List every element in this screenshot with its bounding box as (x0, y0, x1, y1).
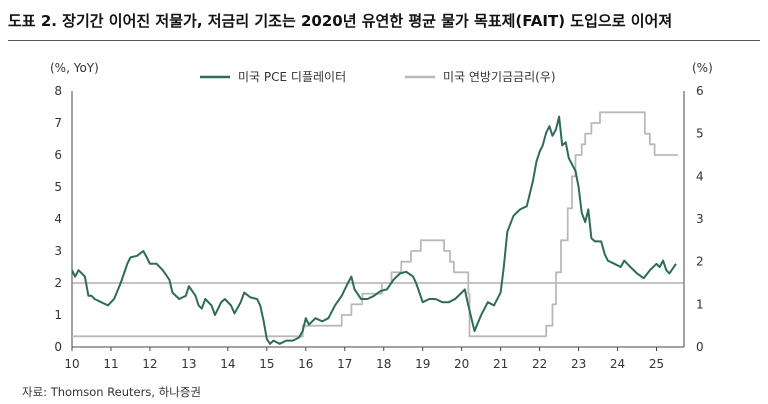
right-tick-label: 0 (696, 340, 704, 354)
legend-label-pce: 미국 PCE 디플레이터 (238, 70, 346, 84)
x-tick-label: 12 (142, 357, 157, 371)
left-tick-label: 5 (54, 180, 62, 194)
left-tick-label: 6 (54, 148, 62, 162)
x-tick-label: 15 (259, 357, 274, 371)
x-tick-label: 23 (571, 357, 586, 371)
pce-deflator-line (71, 115, 677, 345)
title-divider (8, 40, 760, 41)
right-tick-label: 6 (696, 84, 704, 98)
left-axis-unit: (%, YoY) (50, 61, 99, 75)
left-tick-label: 4 (54, 212, 62, 226)
right-tick-label: 3 (696, 212, 704, 226)
plot-area (71, 111, 684, 345)
x-tick-label: 14 (220, 357, 235, 371)
legend: 미국 PCE 디플레이터 미국 연방기금금리(우) (200, 70, 556, 84)
x-tick-label: 25 (649, 357, 664, 371)
right-tick-label: 5 (696, 127, 704, 141)
right-tick-label: 4 (696, 169, 704, 183)
x-tick-label: 13 (181, 357, 196, 371)
x-tick-label: 10 (64, 357, 79, 371)
left-tick-label: 8 (54, 84, 62, 98)
legend-label-ffr: 미국 연방기금금리(우) (443, 70, 556, 84)
x-tick-label: 20 (454, 357, 469, 371)
x-tick-label: 19 (415, 357, 430, 371)
source-note: 자료: Thomson Reuters, 하나증권 (22, 385, 201, 399)
right-axis-unit: (%) (692, 61, 713, 75)
x-tick-label: 22 (532, 357, 547, 371)
x-tick-label: 17 (337, 357, 352, 371)
right-tick-label: 1 (696, 297, 704, 311)
left-tick-label: 0 (54, 340, 62, 354)
fed-funds-rate-line (72, 111, 678, 338)
left-tick-label: 3 (54, 244, 62, 258)
left-tick-label: 7 (54, 116, 62, 130)
x-tick-label: 21 (493, 357, 508, 371)
x-tick-label: 18 (376, 357, 391, 371)
x-tick-label: 16 (298, 357, 313, 371)
left-tick-label: 1 (54, 308, 62, 322)
x-tick-label: 11 (103, 357, 118, 371)
right-tick-label: 2 (696, 255, 704, 269)
chart-title: 도표 2. 장기간 이어진 저물가, 저금리 기조는 2020년 유연한 평균 … (8, 12, 673, 30)
left-tick-label: 2 (54, 276, 62, 290)
x-tick-label: 24 (610, 357, 625, 371)
